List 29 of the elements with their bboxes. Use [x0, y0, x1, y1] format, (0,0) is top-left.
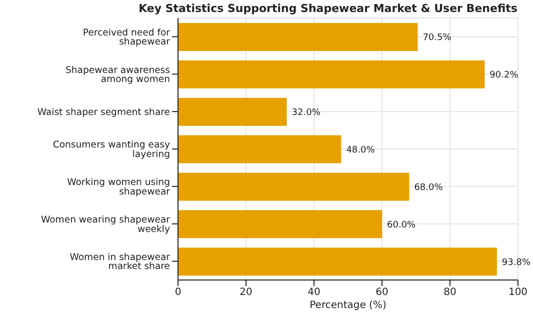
- x-tick-label: 0: [174, 287, 182, 298]
- x-axis-title: Percentage (%): [308, 300, 388, 311]
- y-tick-label: Waist shaper segment share: [37, 106, 170, 118]
- data-label: 90.2%: [490, 70, 519, 81]
- bar: [178, 172, 410, 201]
- chart-title: Key Statistics Supporting Shapewear Market & User Benefits: [138, 2, 518, 15]
- bar: [178, 135, 342, 164]
- data-label: 68.0%: [414, 182, 444, 193]
- bar: [178, 210, 382, 238]
- bar: [178, 23, 418, 51]
- x-tick-label: 40: [308, 287, 320, 298]
- x-tick-label: 20: [240, 287, 252, 298]
- y-tick-label: Women wearing shapewear weekly: [40, 214, 170, 235]
- data-label: 60.0%: [387, 220, 416, 230]
- x-tick-label: 100: [508, 287, 528, 298]
- bar: [178, 248, 497, 276]
- bar: [178, 98, 287, 126]
- x-tick-label: 80: [444, 287, 456, 298]
- data-label: 32.0%: [292, 108, 321, 118]
- bar: [178, 60, 485, 88]
- data-label: 70.5%: [422, 33, 452, 44]
- data-label: 93.8%: [502, 258, 531, 268]
- y-tick-label: Perceived need for shapewear: [82, 27, 170, 48]
- y-tick-label: Women in shapewear market share: [70, 252, 170, 272]
- y-tick-label: Shapewear awareness among women: [65, 64, 170, 86]
- data-label: 48.0%: [346, 145, 376, 156]
- x-tick-label: 60: [376, 287, 388, 298]
- y-tick-label: Consumers wanting easy layering: [52, 140, 170, 160]
- y-tick-label: Working women using shapewear: [67, 177, 170, 198]
